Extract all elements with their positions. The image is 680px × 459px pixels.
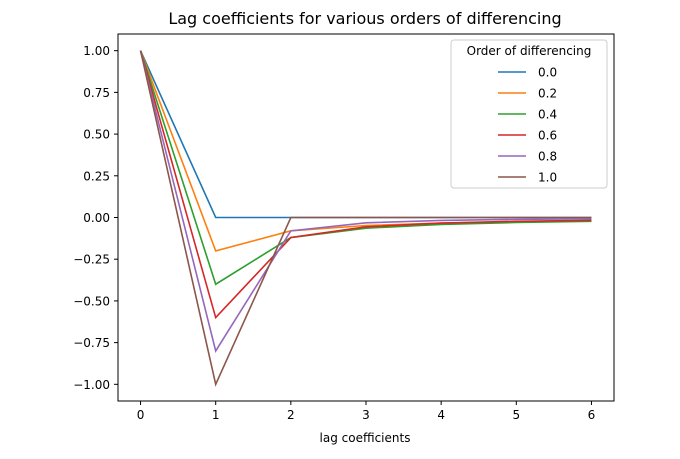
y-axis: 1.00 0.75 0.50 0.25 0.00 −0.25 −0.50 −0.75 −1.00 xyxy=(73,44,118,392)
series-line-1.0 xyxy=(139,50,592,387)
series-line-0.6 xyxy=(139,50,592,320)
legend-item: 0.0 xyxy=(498,66,557,80)
legend-box xyxy=(450,39,608,189)
legend-item: 0.4 xyxy=(498,108,557,122)
x-tick-label: 4 xyxy=(437,408,445,422)
legend: Order of differencing 0.0 0.2 0.4 0.6 0.8 1.0 xyxy=(450,39,608,189)
y-tick-label: 0.25 xyxy=(83,169,110,183)
legend-label: 0.0 xyxy=(538,66,557,80)
series-line-0.8 xyxy=(139,50,592,353)
y-tick-label: −0.50 xyxy=(73,294,110,308)
legend-item: 0.6 xyxy=(498,129,557,143)
legend-title: Order of differencing xyxy=(467,44,592,58)
series-line-0.4 xyxy=(139,50,592,286)
x-axis-label: lag coefficients xyxy=(320,431,411,445)
y-tick-label: 0.00 xyxy=(83,211,110,225)
legend-label: 1.0 xyxy=(538,171,557,185)
legend-item: 0.2 xyxy=(498,87,557,101)
y-tick-label: 0.50 xyxy=(83,128,110,142)
legend-label: 0.8 xyxy=(538,150,557,164)
x-axis: 0 1 2 3 4 5 6 xyxy=(137,401,596,422)
plot-area: 0 1 2 3 4 5 6 1.00 0.75 0.50 0.25 0.00 −0.25 −0.50 −0.… xyxy=(73,33,615,422)
legend-label: 0.6 xyxy=(538,129,557,143)
legend-label: 0.2 xyxy=(538,87,557,101)
y-tick-label: −0.75 xyxy=(73,336,110,350)
y-tick-label: 1.00 xyxy=(83,44,110,58)
legend-item: 1.0 xyxy=(498,171,557,185)
y-tick-label: −0.25 xyxy=(73,253,110,267)
x-tick-label: 6 xyxy=(588,408,596,422)
series-group xyxy=(139,50,592,387)
x-tick-label: 3 xyxy=(362,408,370,422)
legend-label: 0.4 xyxy=(538,108,557,122)
x-tick-label: 0 xyxy=(137,408,145,422)
x-tick-label: 2 xyxy=(287,408,295,422)
x-tick-label: 5 xyxy=(512,408,520,422)
chart-title: Lag coefficients for various orders of d… xyxy=(168,9,561,28)
legend-item: 0.8 xyxy=(498,150,557,164)
x-tick-label: 1 xyxy=(212,408,220,422)
y-tick-label: 0.75 xyxy=(83,86,110,100)
y-tick-label: −1.00 xyxy=(73,378,110,392)
